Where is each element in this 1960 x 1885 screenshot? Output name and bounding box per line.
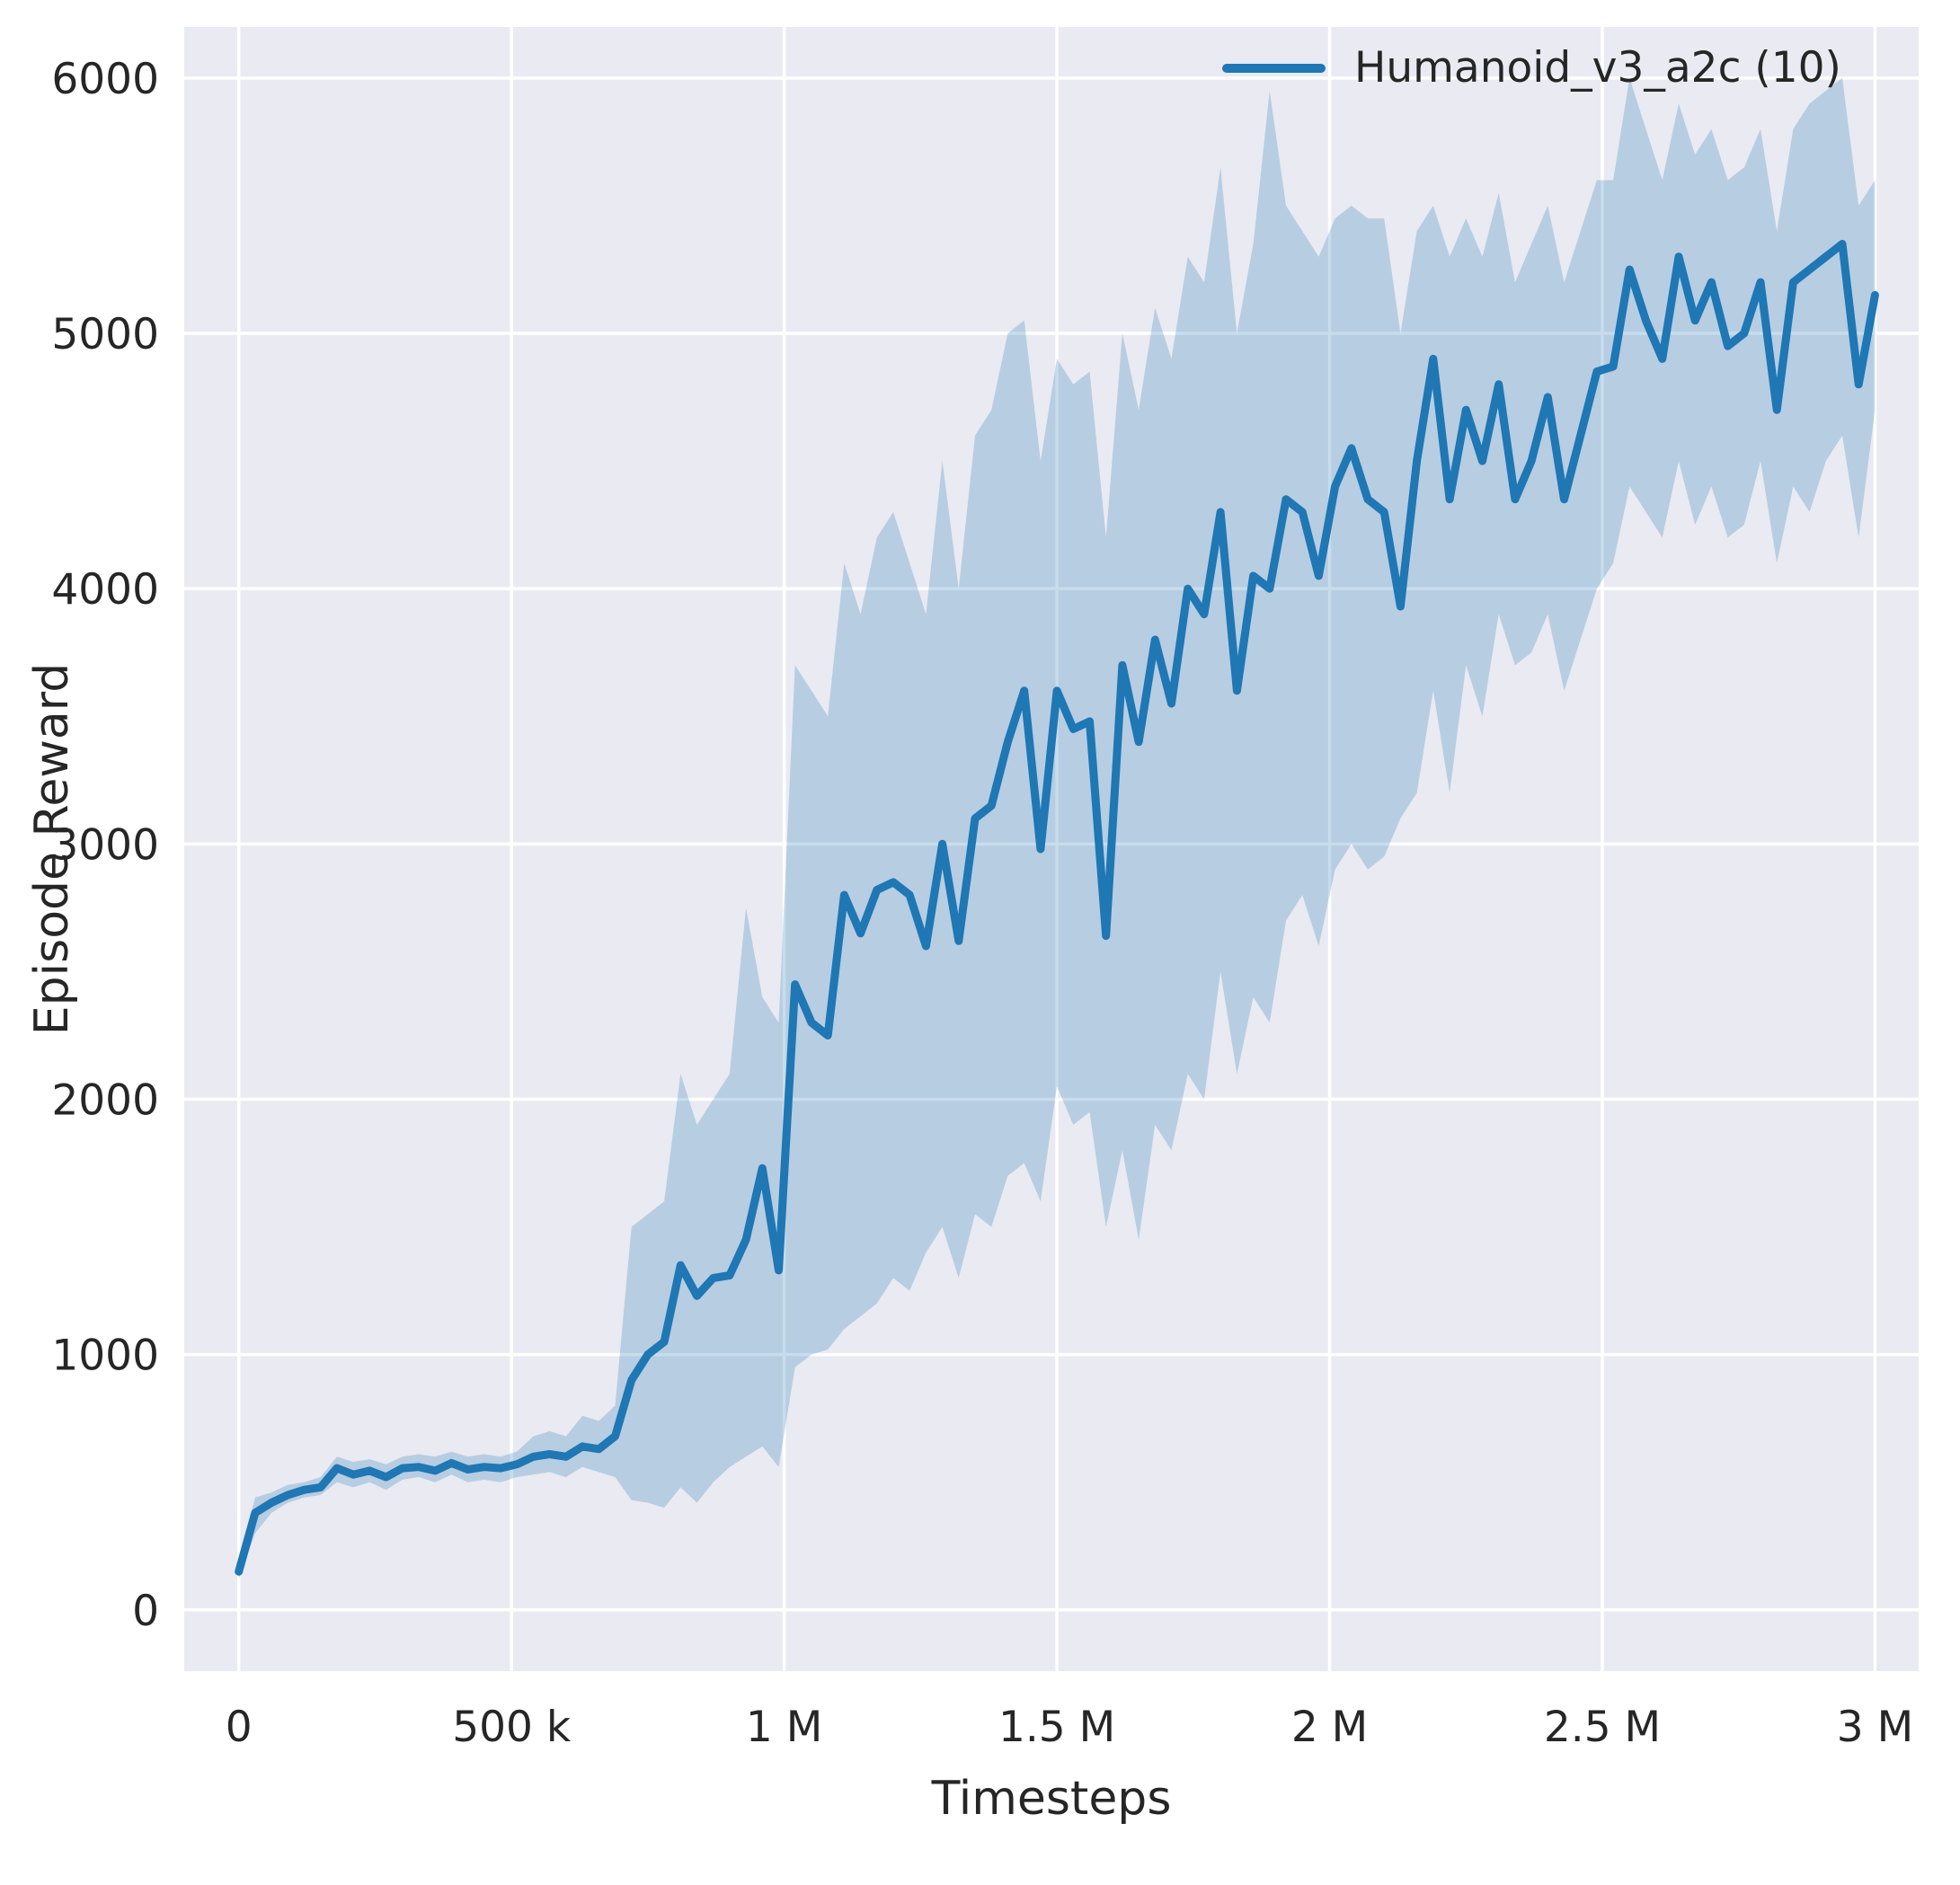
y-tick-label: 0: [132, 1587, 159, 1636]
y-tick-label: 1000: [51, 1332, 159, 1381]
mean-line: [235, 240, 1879, 1576]
y-tick-label: 2000: [51, 1075, 159, 1125]
y-tick-label: 3000: [51, 820, 159, 870]
x-tick-label: 500 k: [452, 1703, 572, 1752]
y-axis-label: Episode Reward: [25, 662, 79, 1036]
plot-background: [184, 27, 1919, 1671]
y-tick-label: 5000: [51, 310, 159, 359]
x-tick-label: 1.5 M: [998, 1703, 1115, 1752]
x-tick-label: 2 M: [1291, 1703, 1368, 1752]
x-tick-label: 1 M: [746, 1703, 822, 1752]
x-tick-label: 3 M: [1837, 1703, 1913, 1752]
x-tick-label: 0: [226, 1703, 253, 1752]
legend-label: Humanoid_v3_a2c (10): [1354, 43, 1841, 93]
confidence-band: [238, 77, 1876, 1580]
y-tick-label: 6000: [51, 55, 159, 104]
x-axis-label: Timesteps: [931, 1772, 1172, 1826]
legend-line-swatch: [1222, 63, 1326, 73]
legend: Humanoid_v3_a2c (10): [1222, 43, 1841, 93]
x-tick-label: 2.5 M: [1544, 1703, 1661, 1752]
y-tick-label: 4000: [51, 565, 159, 615]
